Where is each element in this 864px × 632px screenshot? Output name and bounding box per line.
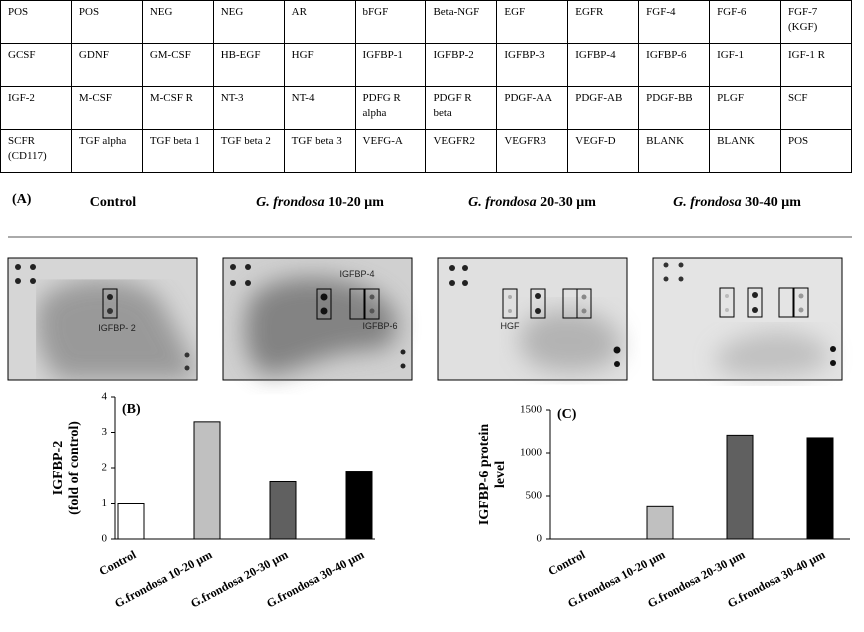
heading: G. frondosa 10-20 μm bbox=[256, 195, 384, 210]
array-map-table: POS POS NEG NEG AR bFGF Beta-NGF EGF EGFR FGF-4 FG… bbox=[0, 0, 853, 173]
heading-size: 20-30 μm bbox=[540, 195, 596, 210]
table-cell: POS bbox=[0, 0, 72, 44]
y-axis-label-line: (fold of control) bbox=[67, 421, 82, 515]
heading-species: G. frondosa bbox=[256, 195, 324, 210]
y-axis-label: IGFBP-2(fold of control) bbox=[51, 421, 82, 515]
blot-label: IGFBP-6 bbox=[362, 321, 397, 331]
y-tick-label: 3 bbox=[102, 426, 108, 438]
y-axis-label: IGFBP-6 proteinlevel bbox=[477, 424, 508, 525]
y-tick-label: 1 bbox=[102, 497, 108, 509]
table-cell: Beta-NGF bbox=[425, 0, 498, 44]
table-cell: PLGF bbox=[709, 86, 781, 130]
blot-label: IGFBP-4 bbox=[339, 269, 374, 279]
table-row: SCFR (CD117) TGF alpha TGF beta 1 TGF beta … bbox=[0, 129, 853, 173]
table-cell: IGF-2 bbox=[0, 86, 72, 130]
table-cell: PDGF-BB bbox=[638, 86, 711, 130]
table-cell: NT-4 bbox=[283, 86, 356, 130]
heading-species: G. frondosa bbox=[468, 195, 536, 210]
y-axis-label-line: IGFBP-6 protein bbox=[477, 424, 492, 525]
y-tick-label: 2 bbox=[102, 462, 108, 474]
table-cell: FGF-7 (KGF) bbox=[779, 0, 853, 44]
table-cell: TGF beta 1 bbox=[141, 129, 214, 173]
table-cell: HB-EGF bbox=[212, 43, 285, 87]
heading: G. frondosa 20-30 μm bbox=[468, 195, 596, 210]
table-cell: EGF bbox=[496, 0, 569, 44]
heading-size: 30-40 μm bbox=[745, 195, 801, 210]
x-tick-label: Control bbox=[97, 547, 139, 578]
bar bbox=[345, 471, 373, 540]
heading-size: 10-20 μm bbox=[328, 195, 384, 210]
table-cell: GDNF bbox=[70, 43, 143, 87]
table-cell: IGFBP-3 bbox=[496, 43, 569, 87]
table-cell: PDGF-AA bbox=[496, 86, 569, 130]
y-tick-label: 0 bbox=[102, 533, 108, 545]
table-cell: VEGFR3 bbox=[496, 129, 569, 173]
bar bbox=[646, 505, 674, 540]
table-cell: GM-CSF bbox=[141, 43, 214, 87]
blot: IGFBP- 2 bbox=[7, 257, 198, 381]
table-cell: TGF beta 3 bbox=[283, 129, 356, 173]
heading: Control bbox=[90, 195, 137, 210]
y-axis-label-line: level bbox=[493, 461, 508, 488]
y-axis-label-line: IGFBP-2 bbox=[51, 441, 66, 495]
table-cell: IGFBP-2 bbox=[425, 43, 498, 87]
y-tick-label: 500 bbox=[526, 490, 543, 502]
panel-label: (A) bbox=[12, 192, 32, 207]
blot bbox=[652, 257, 843, 381]
table-cell: TGF alpha bbox=[70, 129, 143, 173]
heading: G. frondosa 30-40 μm bbox=[673, 195, 801, 210]
table-cell: FGF-6 bbox=[709, 0, 781, 44]
table-cell: VEGFR2 bbox=[425, 129, 498, 173]
table-cell: NEG bbox=[212, 0, 285, 44]
bar bbox=[726, 434, 754, 540]
table-row: POS POS NEG NEG AR bFGF Beta-NGF EGF EGFR FGF-4 FG… bbox=[0, 0, 853, 44]
heading-species: G. frondosa bbox=[673, 195, 741, 210]
blot: IGFBP-4 IGFBP-6 bbox=[222, 257, 413, 381]
blot: HGF bbox=[437, 257, 628, 381]
panel-label: (B) bbox=[122, 402, 141, 417]
table-cell: BLANK bbox=[709, 129, 781, 173]
table-cell: BLANK bbox=[638, 129, 711, 173]
table-row: IGF-2 M-CSF M-CSF R NT-3 NT-4 PDFG R alpha PDG… bbox=[0, 86, 853, 130]
table-cell: PDFG R alpha bbox=[354, 86, 427, 130]
table-cell: POS bbox=[779, 129, 853, 173]
table-cell: FGF-4 bbox=[638, 0, 711, 44]
bar bbox=[806, 437, 834, 540]
blot-label: IGFBP- 2 bbox=[98, 323, 136, 333]
y-tick-label: 4 bbox=[102, 391, 108, 403]
y-tick-label: 0 bbox=[537, 533, 543, 545]
bar bbox=[117, 503, 145, 540]
table-cell: TGF beta 2 bbox=[212, 129, 285, 173]
y-tick-label: 1500 bbox=[520, 404, 543, 416]
panel-label: (C) bbox=[557, 407, 577, 422]
table-cell: IGFBP-6 bbox=[638, 43, 711, 87]
table-cell: SCFR (CD117) bbox=[0, 129, 72, 173]
table-cell: POS bbox=[70, 0, 143, 44]
blot-label: HGF bbox=[501, 321, 521, 331]
y-tick-label: 1000 bbox=[520, 447, 543, 459]
table-cell: EGFR bbox=[567, 0, 640, 44]
bar bbox=[193, 421, 221, 540]
x-tick-label: Control bbox=[546, 547, 588, 578]
table-cell: VEGF-D bbox=[567, 129, 640, 173]
table-cell: SCF bbox=[779, 86, 853, 130]
bar bbox=[269, 480, 297, 540]
